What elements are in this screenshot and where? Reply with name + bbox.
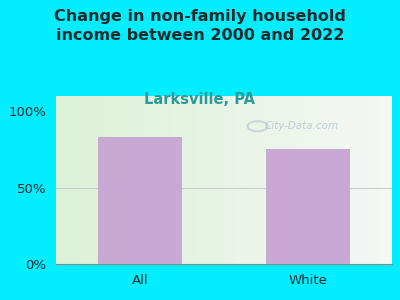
- Bar: [266, 149, 350, 264]
- Text: City-Data.com: City-Data.com: [264, 121, 338, 131]
- Text: Larksville, PA: Larksville, PA: [144, 92, 256, 106]
- Bar: [98, 137, 182, 264]
- Text: Change in non-family household
income between 2000 and 2022: Change in non-family household income be…: [54, 9, 346, 43]
